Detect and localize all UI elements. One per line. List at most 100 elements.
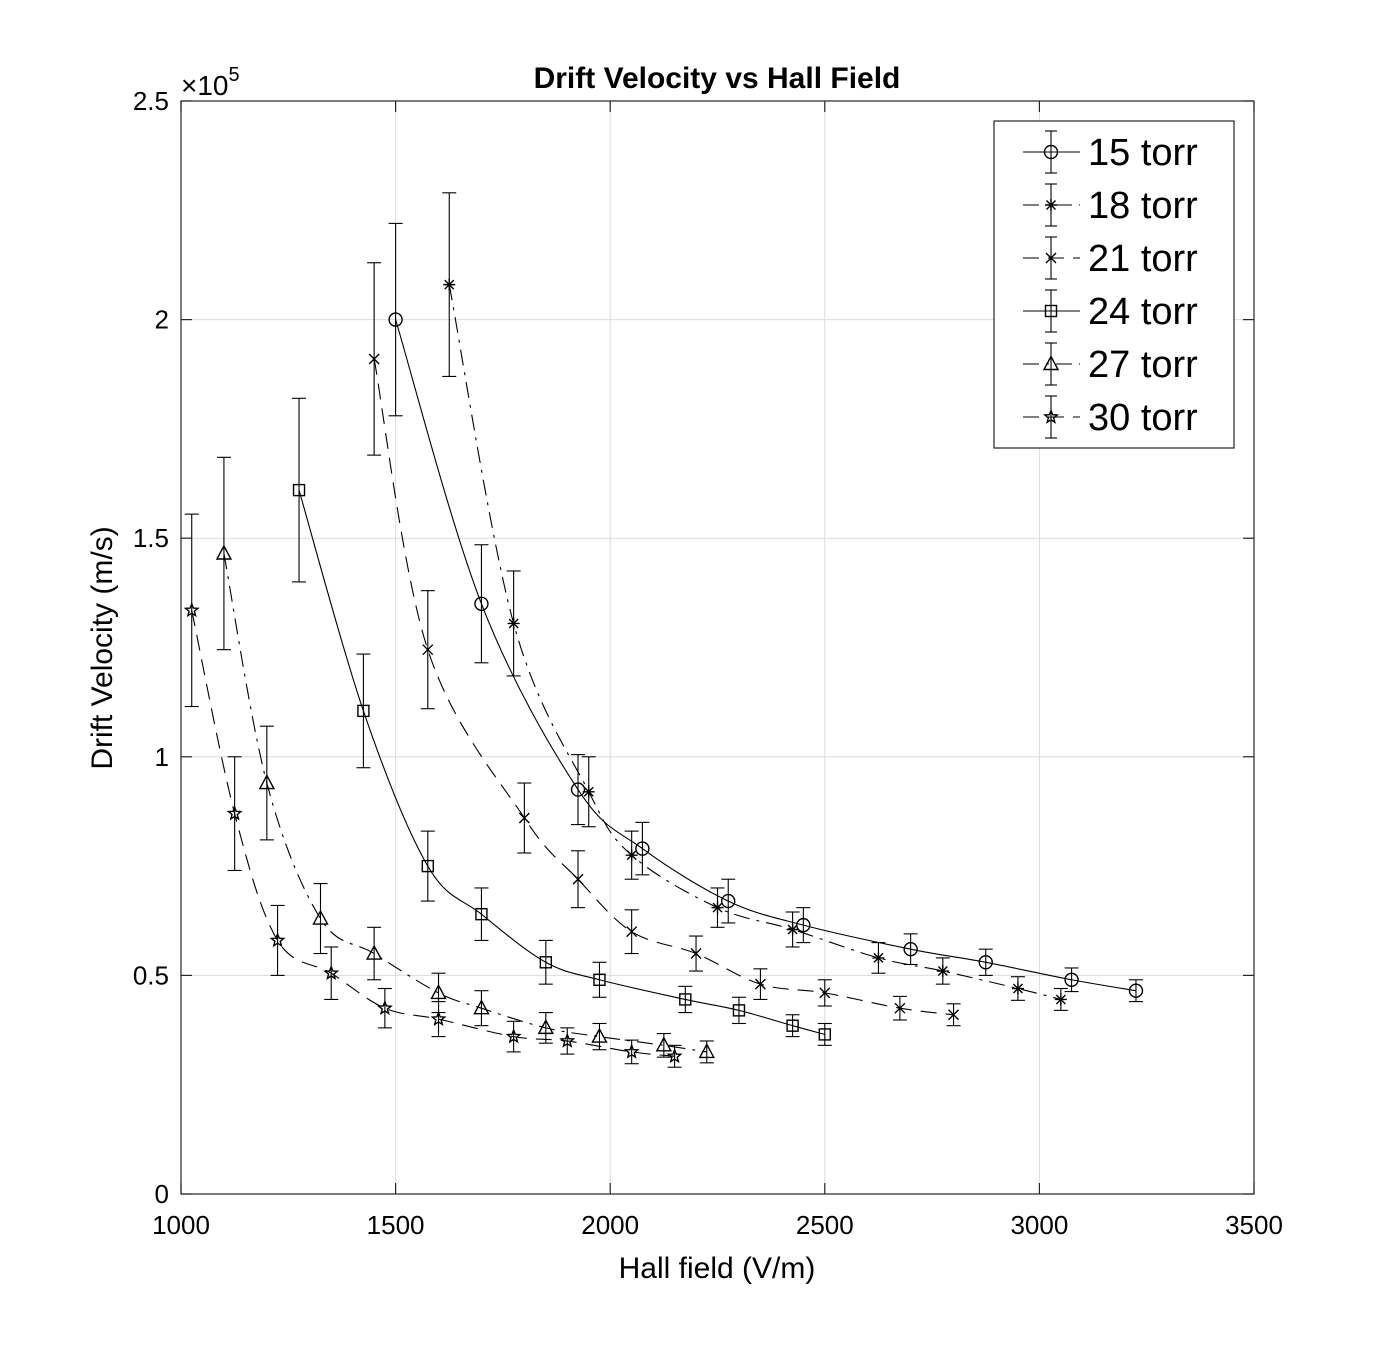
marker-triangle [430, 983, 447, 1000]
y-tick-label: 1 [155, 742, 169, 772]
marker-cross [422, 644, 434, 656]
series-layer [183, 192, 1144, 1068]
marker-square [357, 704, 370, 718]
error-bar [356, 653, 371, 769]
marker-square [593, 973, 606, 986]
data-point [537, 1018, 554, 1035]
y-tick-label: 0 [155, 1179, 169, 1209]
data-point [292, 483, 306, 497]
legend-label: 24 torr [1088, 291, 1198, 333]
y-tick-label: 2.5 [133, 86, 169, 116]
marker-star [505, 1028, 522, 1044]
data-point [518, 812, 530, 824]
error-bar [474, 544, 489, 664]
marker-triangle [537, 1018, 554, 1035]
x-tick-label: 2000 [581, 1210, 639, 1240]
marker-circle [570, 782, 586, 797]
legend-label: 27 torr [1088, 344, 1198, 386]
data-point [711, 901, 724, 914]
error-bar [367, 926, 382, 981]
data-point [1064, 972, 1079, 987]
data-point [572, 873, 584, 885]
marker-asterisk [582, 785, 595, 798]
marker-square [1044, 304, 1058, 318]
marker-star [376, 999, 393, 1016]
axis-ticks: 1000 1500 2000 2500 3000 3500 0 0.5 1 1.5 2 2.5 [133, 86, 1283, 1240]
error-bar [635, 821, 650, 876]
y-multiplier-label: ×105 [181, 64, 240, 101]
data-point [323, 964, 340, 981]
data-point [978, 955, 993, 970]
marker-cross [626, 926, 638, 938]
legend-marker [1045, 252, 1057, 264]
data-point [655, 1036, 673, 1052]
error-bar [506, 1020, 521, 1053]
error-bar [592, 961, 607, 998]
error-bar [388, 222, 403, 417]
error-bar [270, 904, 285, 976]
error-bar [259, 725, 274, 841]
marker-square [421, 859, 434, 873]
marker-asterisk [507, 617, 520, 630]
error-bar [474, 990, 489, 1027]
error-bar [1128, 979, 1143, 1003]
error-bar [292, 397, 307, 583]
data-point [623, 1043, 640, 1059]
marker-star [559, 1032, 576, 1048]
error-bar [560, 1027, 575, 1055]
marker-triangle [655, 1036, 673, 1052]
error-bar [785, 1014, 800, 1038]
marker-asterisk [936, 965, 949, 978]
data-point [754, 978, 766, 990]
marker-triangle [473, 999, 490, 1015]
data-point [443, 278, 456, 291]
data-point [1128, 983, 1144, 998]
error-bar [431, 1001, 446, 1038]
data-point [698, 1042, 715, 1059]
data-point [936, 965, 949, 978]
x-tick-label: 1500 [367, 1210, 425, 1240]
series-18-torr [442, 192, 1068, 1011]
legend-entry: 18 torr [1023, 183, 1198, 227]
data-point [430, 1010, 447, 1026]
marker-star [183, 601, 200, 618]
data-point [475, 907, 488, 921]
marker-square [818, 1028, 831, 1041]
marker-triangle [365, 944, 383, 960]
data-point [1054, 993, 1067, 1006]
x-tick-label: 2500 [796, 1210, 854, 1240]
marker-cross [948, 1009, 960, 1021]
data-point [626, 926, 638, 938]
data-point [226, 805, 243, 821]
legend-entry: 27 torr [1023, 342, 1198, 386]
marker-triangle [591, 1027, 608, 1043]
data-point [818, 1028, 831, 1041]
marker-star [1042, 408, 1060, 424]
data-point [539, 956, 553, 969]
marker-circle [1128, 983, 1144, 998]
marker-triangle [698, 1042, 715, 1059]
legend-box [993, 120, 1235, 449]
series-27-torr [215, 456, 715, 1064]
marker-circle [1043, 144, 1059, 160]
legend-label: 18 torr [1088, 185, 1198, 227]
legend-entry: 24 torr [1023, 289, 1198, 333]
marker-star [323, 964, 340, 981]
legend-entry: 21 torr [1023, 236, 1198, 280]
error-bar [313, 883, 328, 955]
plot-frame [180, 100, 1255, 1195]
data-point [474, 596, 489, 611]
data-point [903, 941, 918, 957]
data-point [625, 849, 638, 862]
y-axis-label: Drift Velocity (m/s) [86, 526, 119, 769]
marker-circle [474, 596, 489, 611]
data-point [258, 774, 276, 790]
data-point [593, 973, 606, 986]
legend-marker [1043, 144, 1059, 160]
data-point [819, 987, 831, 999]
data-point [507, 617, 520, 630]
data-point [721, 893, 736, 909]
marker-asterisk [1054, 993, 1067, 1006]
marker-triangle [1042, 355, 1060, 371]
data-point [786, 923, 799, 936]
